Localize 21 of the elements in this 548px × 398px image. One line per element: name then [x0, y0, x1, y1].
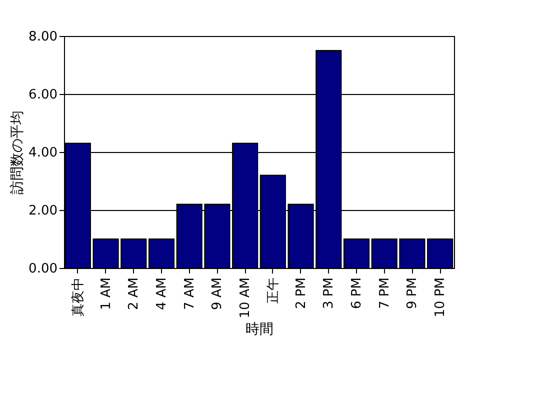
x-tick-label: 10 PM — [433, 278, 448, 318]
x-tick-label: 正午 — [266, 278, 281, 304]
x-tick-label: 2 AM — [126, 278, 142, 310]
y-tick-label: 2.00 — [28, 204, 58, 218]
x-tick-label: 7 PM — [377, 278, 392, 309]
x-tick-label: 3 PM — [322, 278, 337, 309]
x-tick-label: 7 AM — [182, 278, 198, 310]
x-tick-label: 10 AM — [238, 278, 254, 318]
y-axis-title: 訪問数の平均 — [10, 110, 26, 194]
x-axis-title: 時間 — [246, 321, 274, 338]
x-tick-label: 9 PM — [405, 278, 420, 309]
y-tick-label: 0.00 — [28, 262, 58, 276]
y-tick-label: 6.00 — [28, 88, 58, 102]
x-tick-label: 真夜中 — [70, 278, 86, 316]
x-tick-label: 4 AM — [154, 278, 170, 310]
y-tick-label: 8.00 — [28, 30, 58, 44]
x-tick-label: 2 PM — [294, 278, 309, 309]
x-tick-label: 6 PM — [350, 278, 364, 309]
y-tick-label: 4.00 — [28, 146, 58, 160]
x-tick-label: 1 AM — [98, 278, 114, 310]
x-tick-label: 9 AM — [210, 278, 226, 310]
